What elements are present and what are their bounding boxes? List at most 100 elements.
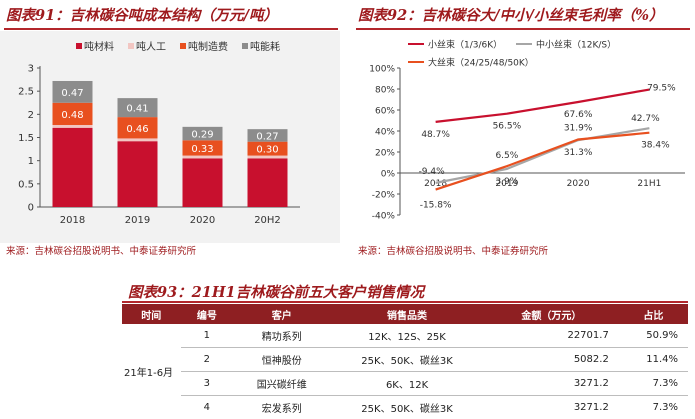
bar-segment-0 xyxy=(183,158,223,207)
data-label: 42.7% xyxy=(631,114,660,124)
bar-segment-0 xyxy=(53,128,93,207)
y-tick-label: 20% xyxy=(375,149,395,159)
x-tick-label: 2020 xyxy=(190,215,215,226)
table93-title-rule xyxy=(122,301,688,303)
table93-title: 图表93：21H1吉林碳谷前五大客户销售情况 xyxy=(128,281,424,302)
chart92-title: 图表92：吉林碳谷大/中小/小丝束毛利率（%） xyxy=(358,4,664,25)
number-cell: 2 xyxy=(181,348,234,372)
amount-cell: 5082.2 xyxy=(484,348,619,372)
y-tick-label: 1 xyxy=(28,156,34,167)
legend-label-2: 大丝束（24/25/48/50K） xyxy=(428,57,534,69)
data-label: -9.4% xyxy=(419,167,446,177)
x-tick-label: 21H1 xyxy=(637,179,661,189)
data-label: 0.46 xyxy=(126,124,148,135)
bar-segment-1 xyxy=(53,125,93,128)
legend-swatch-3 xyxy=(242,43,248,49)
table-row: 3 国兴碳纤维 6K、12K 3271.2 7.3% xyxy=(122,372,688,396)
y-tick-label: -40% xyxy=(372,212,396,222)
data-label: 3.9% xyxy=(495,177,518,187)
chart91-plot: 吨材料吨人工吨制造费吨能耗00.511.522.530.480.4720180.… xyxy=(0,31,340,243)
bar-segment-1 xyxy=(248,156,288,159)
category-cell: 12K、12S、25K xyxy=(330,324,484,348)
legend-swatch-0 xyxy=(76,43,82,49)
y-tick-label: -20% xyxy=(372,191,396,201)
bar-segment-1 xyxy=(118,138,158,141)
y-tick-label: 100% xyxy=(369,65,395,75)
header-amount: 金额（万元） xyxy=(484,304,619,324)
table-header-row: 时间 编号 客户 销售品类 金额（万元） 占比 xyxy=(122,304,688,324)
share-cell: 11.4% xyxy=(619,348,688,372)
data-label: 0.41 xyxy=(126,104,148,115)
legend-label-0: 小丝束（1/3/6K） xyxy=(428,39,502,51)
share-cell: 50.9% xyxy=(619,324,688,348)
chart91-title-rule xyxy=(4,28,338,30)
share-cell: 7.3% xyxy=(619,372,688,396)
top-customers-table: 时间 编号 客户 销售品类 金额（万元） 占比 21年1-6月 1 精功系列 1… xyxy=(122,304,688,419)
data-label: 0.48 xyxy=(61,110,83,121)
legend-label-1: 吨人工 xyxy=(136,40,166,53)
bar-segment-1 xyxy=(183,156,223,159)
category-cell: 6K、12K xyxy=(330,372,484,396)
data-label: 31.3% xyxy=(564,148,593,158)
period-cell: 21年1-6月 xyxy=(122,324,181,419)
header-customer: 客户 xyxy=(233,304,330,324)
y-tick-label: 2 xyxy=(28,110,34,121)
legend-swatch-2 xyxy=(180,43,186,49)
x-tick-label: 2019 xyxy=(125,215,150,226)
header-number: 编号 xyxy=(181,304,234,324)
data-label: 0.33 xyxy=(191,144,213,155)
number-cell: 4 xyxy=(181,396,234,419)
bar-segment-0 xyxy=(118,141,158,207)
table-row: 21年1-6月 1 精功系列 12K、12S、25K 22701.7 50.9% xyxy=(122,324,688,348)
data-label: 0.29 xyxy=(191,130,213,141)
number-cell: 1 xyxy=(181,324,234,348)
legend-label-2: 吨制造费 xyxy=(188,40,228,53)
data-label: 0.27 xyxy=(256,131,278,142)
data-label: 79.5% xyxy=(647,84,676,94)
amount-cell: 3271.2 xyxy=(484,396,619,419)
amount-cell: 22701.7 xyxy=(484,324,619,348)
category-cell: 25K、50K、碳丝3K xyxy=(330,396,484,419)
data-label: 31.9% xyxy=(564,124,593,134)
x-tick-label: 2018 xyxy=(60,215,85,226)
y-tick-label: 80% xyxy=(375,86,395,96)
legend-label-1: 中小丝束（12K/S） xyxy=(536,39,616,51)
data-label: -15.8% xyxy=(420,201,452,211)
legend-label-3: 吨能耗 xyxy=(250,40,280,53)
bar-segment-0 xyxy=(248,158,288,207)
y-tick-label: 2.5 xyxy=(18,87,34,98)
customer-cell: 国兴碳纤维 xyxy=(233,372,330,396)
number-cell: 3 xyxy=(181,372,234,396)
data-label: 0.30 xyxy=(256,145,278,156)
y-tick-label: 0 xyxy=(28,203,34,214)
table-row: 2 恒神股份 25K、50K、碳丝3K 5082.2 11.4% xyxy=(122,348,688,372)
data-label: 67.6% xyxy=(564,110,593,120)
data-label: 6.5% xyxy=(495,151,518,161)
legend-label-0: 吨材料 xyxy=(84,40,114,53)
chart91-background xyxy=(0,31,340,243)
category-cell: 25K、50K、碳丝3K xyxy=(330,348,484,372)
y-tick-label: 1.5 xyxy=(18,133,34,144)
x-tick-label: 20H2 xyxy=(254,215,281,226)
share-cell: 7.3% xyxy=(619,396,688,419)
table-row: 4 宏发系列 25K、50K、碳丝3K 3271.2 7.3% xyxy=(122,396,688,419)
data-label: 48.7% xyxy=(421,130,450,140)
data-label: 56.5% xyxy=(493,122,522,132)
chart92-source: 来源：吉林碳谷招股说明书、中泰证券研究所 xyxy=(358,243,548,257)
amount-cell: 3271.2 xyxy=(484,372,619,396)
x-tick-label: 2020 xyxy=(567,179,590,189)
y-tick-label: 60% xyxy=(375,107,395,117)
y-tick-label: 3 xyxy=(28,64,34,75)
data-label: 38.4% xyxy=(641,141,670,151)
chart91-source: 来源：吉林碳谷招股说明书、中泰证券研究所 xyxy=(6,243,196,257)
customer-cell: 宏发系列 xyxy=(233,396,330,419)
chart91-title: 图表91：吉林碳谷吨成本结构（万元/吨） xyxy=(6,4,278,25)
header-category: 销售品类 xyxy=(330,304,484,324)
y-tick-label: 0.5 xyxy=(18,179,34,190)
header-share: 占比 xyxy=(619,304,688,324)
customer-cell: 精功系列 xyxy=(233,324,330,348)
header-period: 时间 xyxy=(122,304,181,324)
y-tick-label: 40% xyxy=(375,128,395,138)
chart92-title-rule xyxy=(356,28,690,30)
customer-cell: 恒神股份 xyxy=(233,348,330,372)
